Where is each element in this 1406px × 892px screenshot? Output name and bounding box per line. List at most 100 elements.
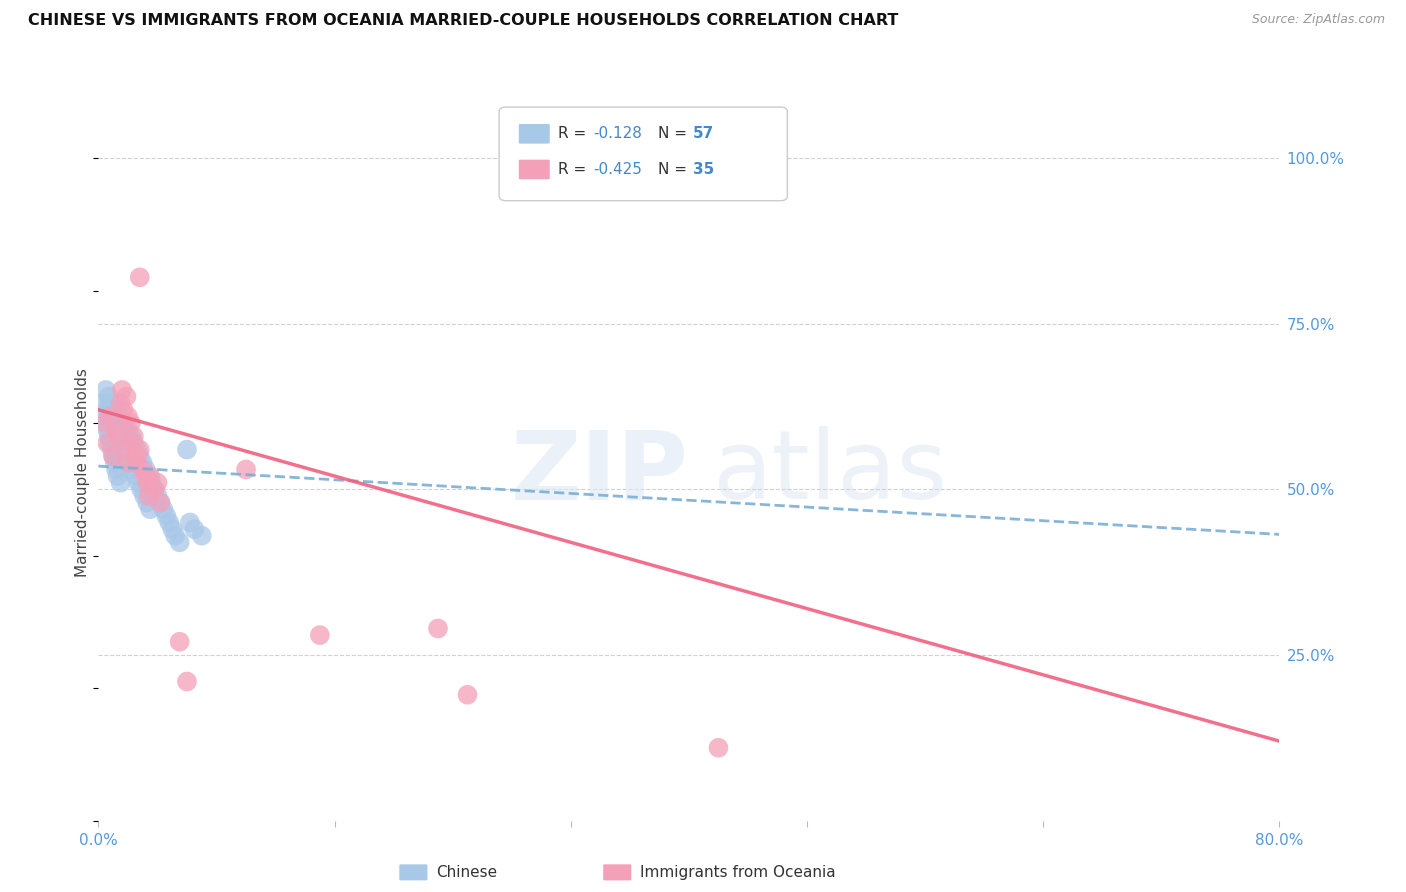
- Point: [97, 429, 120, 443]
- Point: [93, 416, 115, 430]
- Point: [103, 449, 125, 463]
- Point: [169, 535, 191, 549]
- Point: [165, 529, 187, 543]
- Point: [128, 449, 150, 463]
- Point: [103, 409, 125, 424]
- Text: R =: R =: [558, 162, 592, 177]
- Text: 35: 35: [693, 162, 714, 177]
- Point: [114, 442, 136, 457]
- Point: [427, 622, 450, 636]
- Point: [143, 483, 166, 497]
- Point: [707, 740, 730, 755]
- Point: [235, 462, 257, 476]
- Point: [117, 423, 139, 437]
- Text: N =: N =: [658, 127, 692, 141]
- Point: [141, 475, 163, 490]
- Point: [98, 436, 121, 450]
- Point: [112, 402, 135, 417]
- Point: [136, 495, 159, 509]
- Point: [108, 409, 131, 424]
- Point: [155, 508, 177, 523]
- Point: [124, 456, 146, 470]
- Point: [149, 495, 172, 509]
- Point: [115, 390, 138, 404]
- Point: [139, 469, 162, 483]
- Text: atlas: atlas: [713, 426, 948, 519]
- Point: [122, 429, 145, 443]
- Point: [132, 462, 155, 476]
- Point: [120, 429, 142, 443]
- Point: [114, 442, 136, 457]
- Point: [115, 449, 138, 463]
- Text: -0.128: -0.128: [593, 127, 643, 141]
- Point: [111, 383, 134, 397]
- Point: [94, 416, 117, 430]
- Point: [107, 429, 129, 443]
- Point: [143, 483, 166, 497]
- Point: [112, 416, 135, 430]
- Point: [122, 436, 145, 450]
- Point: [139, 502, 162, 516]
- Text: N =: N =: [658, 162, 692, 177]
- Point: [117, 409, 139, 424]
- Point: [96, 402, 118, 417]
- Point: [98, 409, 121, 424]
- Point: [110, 429, 132, 443]
- Point: [105, 402, 128, 417]
- Point: [117, 456, 139, 470]
- Point: [125, 449, 148, 463]
- Point: [121, 462, 143, 476]
- Point: [107, 469, 129, 483]
- Point: [138, 489, 160, 503]
- Point: [128, 270, 150, 285]
- Point: [104, 456, 127, 470]
- Point: [120, 436, 142, 450]
- Point: [162, 522, 183, 536]
- Text: Chinese: Chinese: [436, 865, 496, 880]
- Text: 57: 57: [693, 127, 714, 141]
- Point: [179, 516, 201, 530]
- Point: [191, 529, 214, 543]
- Text: R =: R =: [558, 127, 592, 141]
- Point: [169, 634, 191, 648]
- Text: Immigrants from Oceania: Immigrants from Oceania: [640, 865, 835, 880]
- Point: [104, 416, 127, 430]
- Point: [124, 469, 146, 483]
- Point: [146, 489, 169, 503]
- Text: -0.425: -0.425: [593, 162, 643, 177]
- Point: [456, 688, 478, 702]
- Point: [96, 436, 118, 450]
- Point: [183, 522, 205, 536]
- Point: [135, 469, 157, 483]
- Point: [132, 456, 155, 470]
- Point: [100, 442, 122, 457]
- Point: [96, 423, 118, 437]
- Point: [105, 462, 128, 476]
- Point: [136, 475, 159, 490]
- Point: [138, 469, 160, 483]
- Point: [98, 396, 121, 410]
- Text: Source: ZipAtlas.com: Source: ZipAtlas.com: [1251, 13, 1385, 27]
- Point: [127, 475, 149, 490]
- Text: ZIP: ZIP: [510, 426, 689, 519]
- Point: [94, 383, 117, 397]
- Point: [120, 416, 142, 430]
- Point: [110, 396, 132, 410]
- Point: [134, 489, 156, 503]
- Point: [176, 442, 198, 457]
- Point: [125, 442, 148, 457]
- Point: [176, 674, 198, 689]
- Point: [309, 628, 332, 642]
- Point: [107, 423, 129, 437]
- Point: [152, 502, 174, 516]
- Point: [135, 462, 157, 476]
- Point: [129, 483, 152, 497]
- Point: [111, 436, 134, 450]
- Text: CHINESE VS IMMIGRANTS FROM OCEANIA MARRIED-COUPLE HOUSEHOLDS CORRELATION CHART: CHINESE VS IMMIGRANTS FROM OCEANIA MARRI…: [28, 13, 898, 29]
- Y-axis label: Married-couple Households: Married-couple Households: [75, 368, 90, 577]
- Point: [149, 495, 172, 509]
- Point: [157, 516, 180, 530]
- Point: [91, 396, 114, 410]
- Point: [105, 423, 128, 437]
- Point: [93, 409, 115, 424]
